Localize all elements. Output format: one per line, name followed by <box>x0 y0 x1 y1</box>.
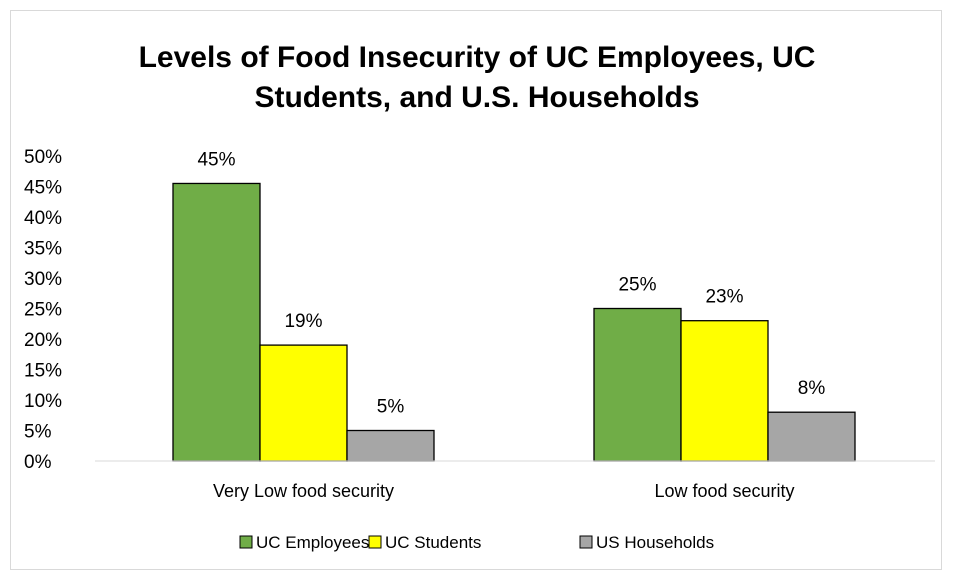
y-tick-label: 45% <box>24 178 62 199</box>
legend-swatch <box>368 535 382 549</box>
data-label: 19% <box>284 311 322 332</box>
data-label: 5% <box>377 397 405 418</box>
y-tick-label: 50% <box>24 147 62 168</box>
y-axis: 0% 5% 10% 15% 20% 25% 30% 35% 40% 45% 50% <box>24 147 62 473</box>
bar <box>259 344 348 462</box>
category-label: Low food security <box>654 481 794 501</box>
y-tick-label: 0% <box>24 452 52 473</box>
data-label: 45% <box>197 149 235 170</box>
data-label: 25% <box>618 275 656 296</box>
chart-frame <box>10 10 942 570</box>
y-tick-label: 30% <box>24 269 62 290</box>
legend-label: US Households <box>596 533 714 552</box>
legend: UC Employees UC Students US Households <box>239 533 714 552</box>
y-tick-label: 20% <box>24 330 62 351</box>
data-label: 23% <box>705 287 743 308</box>
legend-label: UC Employees <box>256 533 369 552</box>
bar <box>346 429 435 462</box>
category-label: Very Low food security <box>213 481 394 501</box>
bar <box>767 411 856 462</box>
y-tick-label: 10% <box>24 391 62 412</box>
bar <box>680 320 769 462</box>
y-tick-label: 40% <box>24 208 62 229</box>
chart-title: Levels of Food Insecurity of UC Employee… <box>0 38 954 118</box>
legend-label: UC Students <box>385 533 481 552</box>
y-tick-label: 5% <box>24 422 52 443</box>
data-label: 8% <box>798 378 826 399</box>
bar <box>172 182 261 462</box>
chart-title-line-2: Students, and U.S. Households <box>254 81 700 114</box>
legend-swatch <box>239 535 253 549</box>
y-tick-label: 35% <box>24 239 62 260</box>
y-tick-label: 15% <box>24 361 62 382</box>
bar <box>593 307 682 462</box>
y-tick-label: 25% <box>24 300 62 321</box>
bar-group: 45% 25% 19% 23% 5% 8% <box>172 149 856 462</box>
x-axis: Very Low food security Low food security <box>213 481 795 501</box>
legend-swatch <box>579 535 593 549</box>
chart-title-line-1: Levels of Food Insecurity of UC Employee… <box>138 41 816 74</box>
